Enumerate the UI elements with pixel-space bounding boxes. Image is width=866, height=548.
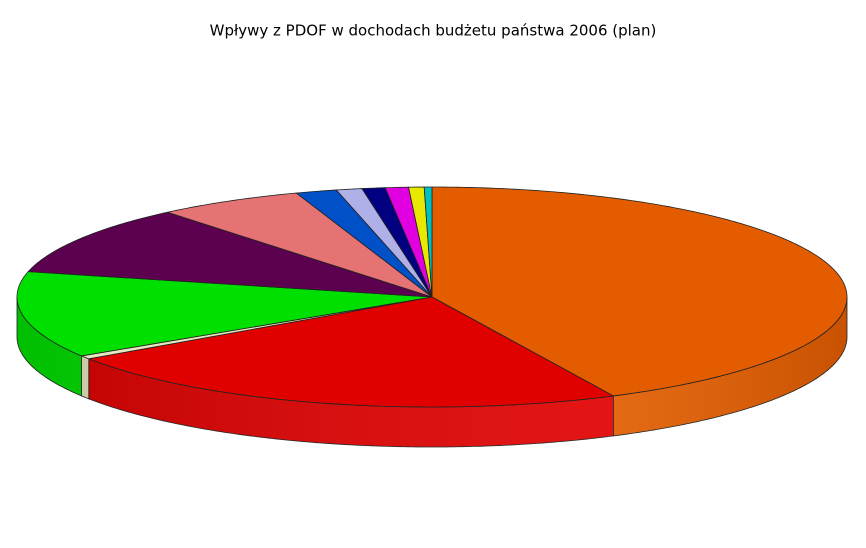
slice xyxy=(431,186,848,397)
slice xyxy=(167,192,433,298)
slice xyxy=(361,187,433,298)
slice xyxy=(88,296,614,408)
side-shade xyxy=(17,297,847,447)
slice xyxy=(335,188,433,298)
slice xyxy=(295,189,433,298)
chart-title: Wpływy z PDOF w dochodach budżetu państw… xyxy=(210,22,657,40)
slice xyxy=(16,271,433,357)
slice xyxy=(423,186,433,298)
slice xyxy=(27,211,433,298)
slice xyxy=(384,186,433,298)
